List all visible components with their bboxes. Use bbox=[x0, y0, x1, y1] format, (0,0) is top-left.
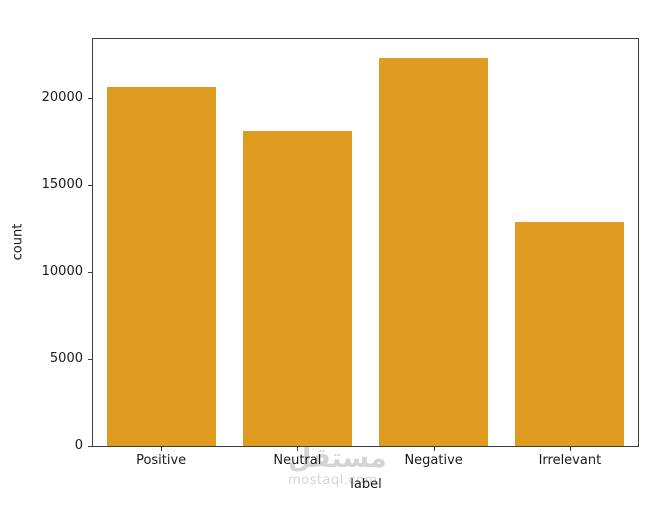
x-tick-negative bbox=[433, 447, 435, 451]
x-tick-irrelevant bbox=[569, 447, 571, 451]
x-tick-neutral bbox=[297, 447, 299, 451]
y-tick-10000 bbox=[88, 271, 92, 273]
x-tick-label-negative: Negative bbox=[404, 453, 463, 468]
x-tick-label-positive: Positive bbox=[136, 453, 187, 468]
plot-area: Positive Neutral Negative Irrelevant 0 5000 10… bbox=[42, 38, 639, 468]
y-tick-label-5000: 5000 bbox=[49, 351, 83, 367]
x-tick-label-neutral: Neutral bbox=[273, 453, 322, 468]
x-tick-label-irrelevant: Irrelevant bbox=[538, 453, 602, 468]
y-tick-label-15000: 15000 bbox=[41, 177, 83, 193]
bar-irrelevant bbox=[515, 221, 625, 446]
y-axis-label: count bbox=[10, 223, 26, 261]
x-tick-positive bbox=[161, 447, 163, 451]
y-tick-label-0: 0 bbox=[74, 438, 83, 453]
y-tick-15000 bbox=[88, 184, 92, 186]
bar-positive bbox=[106, 87, 216, 446]
y-tick-0 bbox=[88, 445, 92, 447]
y-tick-label-10000: 10000 bbox=[41, 264, 83, 280]
y-tick-label-20000: 20000 bbox=[41, 90, 83, 106]
bar-neutral bbox=[242, 131, 352, 446]
y-tick-20000 bbox=[88, 97, 92, 99]
bar-negative bbox=[379, 57, 489, 446]
y-tick-5000 bbox=[88, 358, 92, 360]
x-axis-label: label bbox=[350, 477, 382, 492]
